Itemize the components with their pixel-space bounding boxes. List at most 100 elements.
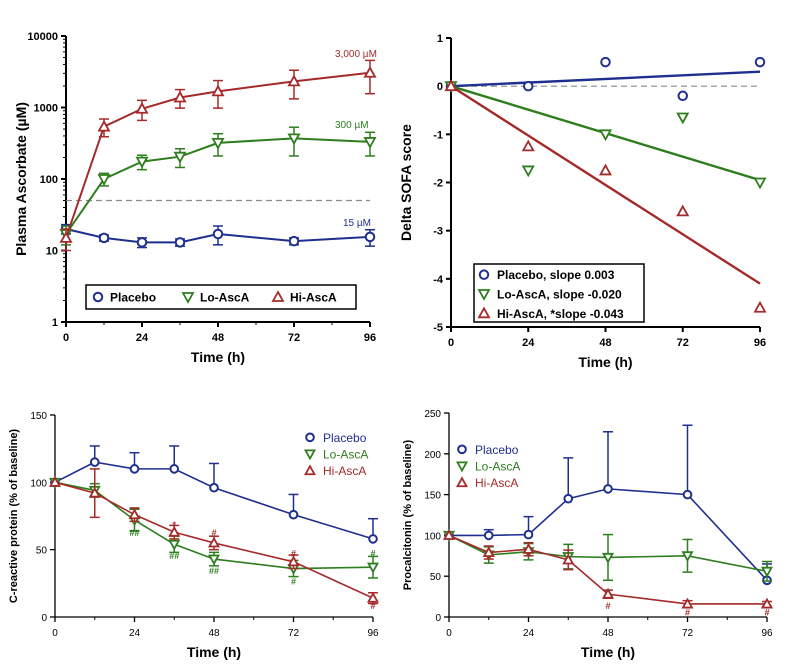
significance-mark: # (211, 528, 216, 538)
significance-mark: # (685, 607, 690, 617)
legend-marker (181, 292, 195, 304)
data-point (523, 80, 534, 92)
data-point (59, 231, 73, 243)
legend-marker (455, 461, 469, 473)
y-axis-label: Procalcitonin (% of baseline) (402, 439, 414, 590)
data-point (444, 79, 458, 92)
legend-label: Lo-AscA (475, 460, 520, 474)
data-point (521, 165, 535, 178)
x-tick-label: 96 (754, 337, 766, 349)
y-tick-label: 10000 (27, 31, 58, 43)
legend-marker (477, 289, 491, 301)
legend-label: Lo-AscA (200, 291, 250, 305)
data-point (168, 525, 181, 537)
data-point (760, 597, 774, 609)
y-tick-label: 150 (424, 491, 441, 502)
legend-label: Hi-AscA (290, 291, 337, 305)
data-point (681, 551, 694, 563)
data-point (760, 566, 774, 578)
y-tick-label: -4 (433, 274, 444, 286)
series-placebo (60, 223, 376, 249)
y-tick-label: 250 (424, 409, 441, 420)
y-tick-label: 100 (424, 531, 441, 542)
y-axis-label: Plasma Ascorbate (µM) (13, 102, 29, 256)
data-point (366, 562, 380, 574)
panel-procalcitonin: 0 50 100 150 200 250 0 24 48 72 96 Time (h) Procalci… (402, 409, 774, 660)
data-point (211, 137, 225, 150)
x-tick-label: 0 (446, 628, 452, 639)
x-tick-label: 72 (288, 628, 300, 639)
x-tick-label: 72 (677, 337, 689, 349)
y-tick-label: 1000 (34, 103, 58, 115)
data-point (211, 84, 225, 97)
significance-mark: ## (209, 566, 219, 576)
x-axis-label: Time (h) (191, 349, 245, 365)
data-point (288, 509, 299, 520)
legend-marker (305, 432, 315, 443)
panel-delta-sofa: 1 0 -1 -2 -3 -4 -5 0 24 48 72 96 Time (h) Delta SOFA … (398, 33, 767, 370)
x-axis-label: Time (h) (581, 644, 635, 660)
y-tick-label: 50 (430, 572, 442, 583)
legend-box (473, 263, 645, 323)
y-tick-label: 100 (30, 478, 47, 489)
data-point (174, 237, 186, 248)
concentration-annotation: 15 µM (343, 218, 371, 229)
legend-label: Hi-AscA (475, 476, 518, 490)
x-tick-label: 48 (602, 628, 614, 639)
y-tick-label: 200 (424, 450, 441, 461)
legend-marker (457, 444, 467, 455)
y-tick-label: -1 (433, 129, 443, 141)
x-tick-label: 48 (208, 628, 220, 639)
data-point (601, 587, 615, 599)
x-tick-label: 24 (523, 628, 535, 639)
legend-box (85, 284, 357, 310)
significance-mark: # (764, 607, 769, 617)
series-hi-asca (59, 59, 377, 252)
x-tick-label: 72 (288, 332, 300, 344)
data-point (368, 534, 378, 544)
data-point (754, 56, 766, 68)
legend-label: Lo-AscA, slope -0.020 (497, 288, 622, 302)
data-point (209, 482, 219, 493)
x-tick-label: 72 (682, 628, 694, 639)
data-point (677, 90, 688, 102)
data-point (483, 530, 494, 541)
data-point (753, 300, 767, 313)
data-point (482, 546, 495, 558)
data-point (364, 231, 376, 243)
y-tick-label: -5 (433, 322, 443, 334)
significance-mark: * (172, 520, 176, 530)
data-point (287, 133, 301, 146)
legend-label: Placebo (110, 291, 156, 305)
y-tick-label: -2 (433, 178, 443, 190)
regression-line (450, 85, 761, 285)
data-point (521, 139, 535, 152)
y-tick-label: 50 (36, 546, 48, 557)
data-point (212, 228, 224, 240)
data-point (173, 151, 187, 164)
significance-mark: # (370, 548, 375, 558)
data-point (522, 542, 535, 554)
data-point (97, 174, 111, 186)
data-point (598, 129, 613, 142)
data-point (173, 90, 187, 103)
data-point (363, 137, 377, 149)
data-point (89, 457, 100, 467)
data-point (48, 475, 62, 487)
data-point (129, 464, 140, 474)
x-tick-label: 24 (136, 332, 149, 344)
significance-mark: # (605, 601, 610, 611)
data-point (97, 119, 111, 132)
data-point (136, 237, 148, 248)
series-placebo (445, 56, 766, 102)
y-axis-label: C-reactive protein (% of baseline) (8, 429, 20, 604)
x-tick-label: 0 (63, 332, 69, 344)
legend-marker (303, 464, 317, 476)
legend-label: Placebo (323, 431, 367, 445)
x-axis-label: Time (h) (578, 354, 632, 370)
y-tick-label: 10 (46, 246, 58, 258)
legend-marker (271, 290, 285, 302)
data-point (366, 591, 380, 603)
y-tick-label: 150 (30, 411, 47, 422)
